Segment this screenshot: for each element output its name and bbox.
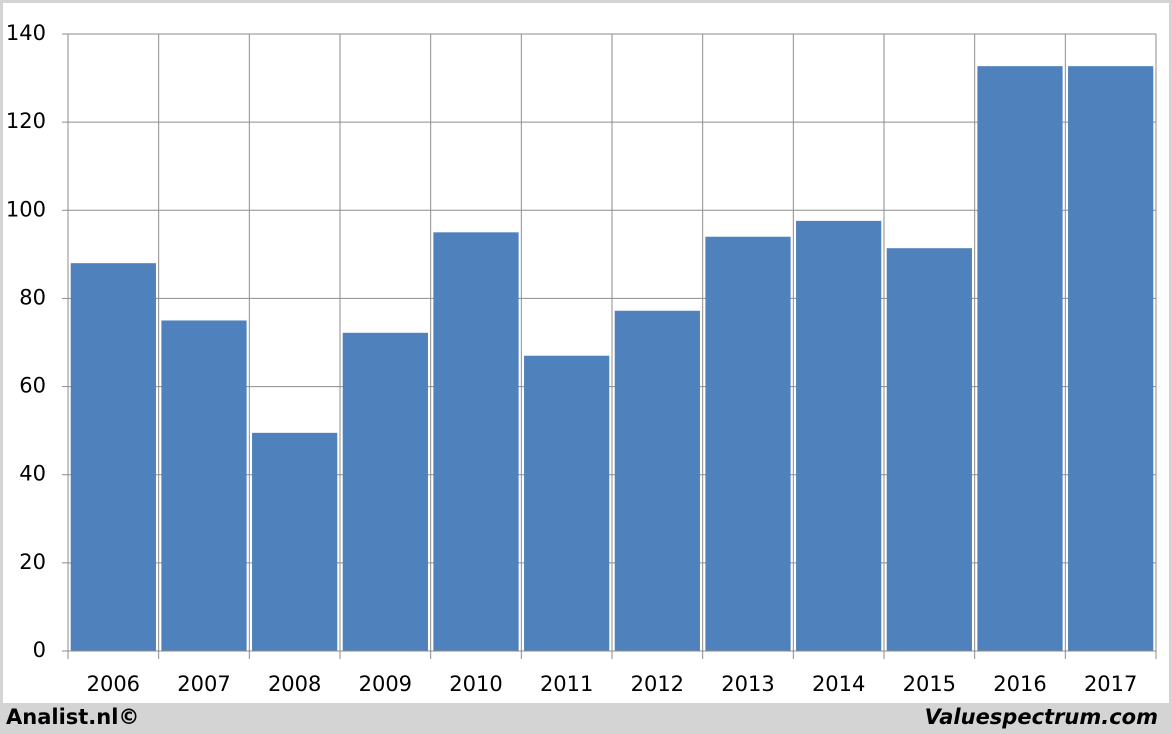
bar <box>886 248 972 652</box>
bar <box>342 332 428 651</box>
x-tick-label: 2014 <box>812 672 865 696</box>
bar <box>614 310 700 651</box>
x-tick-label: 2006 <box>87 672 140 696</box>
bar <box>977 66 1063 652</box>
x-tick-label: 2010 <box>449 672 502 696</box>
bar <box>70 263 156 651</box>
y-tick-label: 40 <box>19 462 46 486</box>
x-tick-label: 2007 <box>177 672 230 696</box>
y-tick-label: 0 <box>33 638 46 662</box>
x-tick-label: 2016 <box>993 672 1046 696</box>
y-tick-label: 20 <box>19 550 46 574</box>
y-tick-label: 140 <box>6 21 46 45</box>
y-tick-label: 120 <box>6 109 46 133</box>
bar <box>705 236 791 651</box>
bar <box>524 355 610 651</box>
x-tick-label: 2013 <box>721 672 774 696</box>
bar <box>433 232 519 652</box>
footer-right: Valuespectrum.com <box>925 705 1158 729</box>
y-tick-label: 80 <box>19 285 46 309</box>
bar <box>252 432 338 651</box>
y-tick-label: 60 <box>19 374 46 398</box>
x-tick-label: 2012 <box>631 672 684 696</box>
bar <box>161 320 247 651</box>
x-tick-label: 2015 <box>903 672 956 696</box>
y-tick-label: 100 <box>6 197 46 221</box>
bar <box>1068 66 1154 652</box>
footer-left: Analist.nl© <box>6 705 139 729</box>
x-tick-label: 2009 <box>359 672 412 696</box>
x-tick-label: 2011 <box>540 672 593 696</box>
bar <box>796 220 882 651</box>
x-tick-label: 2017 <box>1084 672 1137 696</box>
x-tick-label: 2008 <box>268 672 321 696</box>
